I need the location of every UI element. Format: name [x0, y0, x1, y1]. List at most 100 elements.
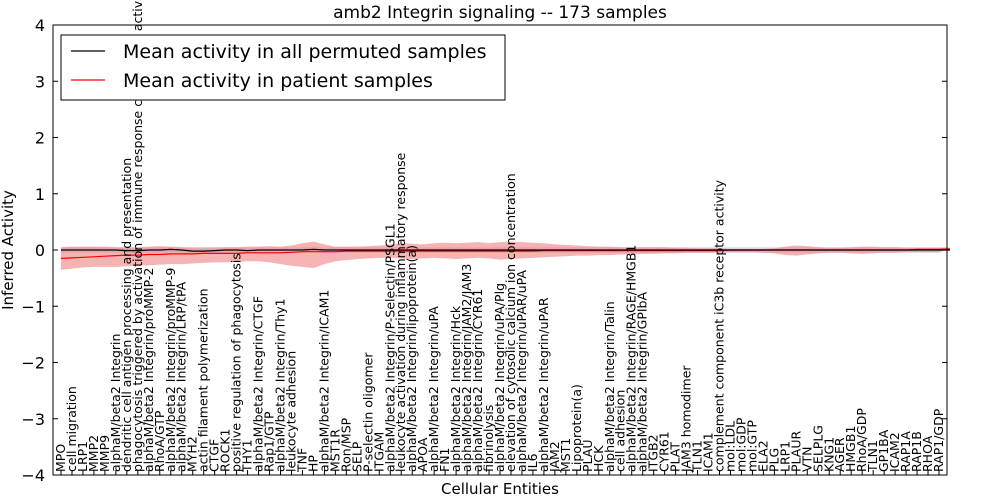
- x-axis-label: Cellular Entities: [441, 480, 559, 498]
- x-tick-label: LRP1: [777, 441, 792, 472]
- x-tick-label: alphaM/beta2 Integrin/RAGE/HMGB1: [624, 245, 639, 472]
- y-axis-label: Inferred Activity: [0, 190, 17, 310]
- permuted-mean-line: [61, 248, 950, 252]
- x-tick-label: alphaM/beta2 Integrin/CTGF: [251, 296, 266, 472]
- y-axis: −4 −3 −2 −1 0 1 2 3 4: [21, 16, 947, 485]
- x-tick-label: alphaM/beta2 Integrin/GPIbA: [635, 292, 650, 472]
- y-tick-label: 2: [35, 129, 45, 148]
- x-tick-label: APOA: [415, 437, 430, 472]
- x-tick-label: JAM3 homodimer: [679, 365, 694, 473]
- x-tick-label: Lipoprotein(a): [569, 384, 584, 472]
- x-tick-label: KNG1: [821, 437, 836, 472]
- x-tick-label: mol:LDL: [723, 421, 738, 472]
- x-tick-label: CYR61: [657, 431, 672, 472]
- x-tick-label: mol:GDP: [734, 417, 749, 472]
- x-tick-label: alphaM/beta2 Integrin/JAM2/JAM3: [459, 264, 474, 472]
- x-tick-label: P-selectin oligomer: [360, 352, 375, 472]
- legend-label-permuted: Mean activity in all permuted samples: [123, 41, 486, 63]
- legend-label-patient: Mean activity in patient samples: [123, 70, 433, 92]
- x-tick-label: alphaM/beta2 Integrin/proMMP-2: [141, 268, 156, 472]
- x-tick-label: complement component iC3b receptor activ…: [712, 179, 727, 472]
- x-tick-label: Rap1/GTP: [262, 411, 277, 472]
- x-tick-label: MMP9: [97, 435, 112, 472]
- x-tick-label: ITGAM: [371, 432, 386, 472]
- x-tick-label: PLAUR: [788, 431, 803, 472]
- x-tick-label: RAP1B: [909, 431, 924, 472]
- x-tick-label: mol:GTP: [744, 420, 759, 472]
- x-tick-label: leukocyte activation during inflammatory…: [393, 152, 408, 472]
- x-tick-label: alphaM/beta2 Integrin/CYR61: [470, 289, 485, 472]
- x-tick-label: JAM2: [547, 441, 562, 473]
- x-tick-label: MST1: [558, 438, 573, 472]
- y-tick-label: −1: [21, 297, 45, 316]
- x-tick-label: RhoA/GDP: [854, 408, 869, 472]
- y-tick-label: −2: [21, 354, 45, 373]
- x-tick-label: alphaM/beta2 Integrin: [108, 334, 123, 472]
- x-tick-label: HP: [305, 455, 320, 472]
- x-tick-label: ITGB2: [646, 434, 661, 472]
- x-tick-label: TLN1: [865, 440, 880, 473]
- chart-title: amb2 Integrin signaling -- 173 samples: [333, 3, 667, 23]
- x-tick-label: MPO: [53, 444, 68, 472]
- x-tick-label: PLAT: [668, 442, 683, 472]
- x-tick-label: SELP: [349, 441, 364, 472]
- y-tick-label: −4: [21, 466, 45, 485]
- x-tick-label: IL6: [525, 453, 540, 472]
- patient-band: [61, 241, 950, 270]
- x-tick-label: ICAM1: [701, 432, 716, 472]
- x-tick-label: alphaM/beta2 Integrin/proMMP-9: [163, 268, 178, 472]
- x-tick-label: actin filament polymerization: [196, 288, 211, 472]
- x-tick-label: alphaM/beta2 Integrin/uPA/Plg: [492, 283, 507, 472]
- x-tick-label: FN1: [437, 448, 452, 473]
- x-tick-label: HMGB1: [843, 426, 858, 472]
- y-tick-label: −3: [21, 410, 45, 429]
- x-tick-label: alphaM/beta2 Integrin/Talin: [602, 301, 617, 472]
- y-tick-label: 3: [35, 72, 45, 91]
- x-tick-label: AGER: [832, 437, 847, 472]
- y-tick-label: 4: [35, 16, 45, 35]
- x-tick-label: alphaM/beta2 Integrin/Thy1: [273, 298, 288, 472]
- x-tick-label: ELA2: [755, 440, 770, 472]
- legend: Mean activity in all permuted samples Me…: [60, 34, 506, 101]
- x-tick-label: alphaM/beta2 Integrin/Hck: [448, 305, 463, 472]
- series-lines: [60, 248, 951, 259]
- x-tick-label: RhoA/GTP: [152, 410, 167, 472]
- x-tick-label: positive regulation of phagocytosis: [229, 253, 244, 472]
- x-tick-label: cell migration: [64, 386, 79, 472]
- x-tick-label: VTN: [799, 446, 814, 472]
- x-tick-label: alphaM/beta2 Integrin/LRP/tPA: [174, 281, 189, 472]
- x-tick-label: HCK: [591, 445, 606, 472]
- x-tick-label: SELPLG: [810, 425, 825, 472]
- x-tick-label: ICAM2: [887, 432, 902, 472]
- x-tick-label: alphaM/beta2 Integrin/uPA: [426, 306, 441, 472]
- x-tick-label: alphaM/beta2 Integrin/uPAR/uPA: [514, 270, 529, 472]
- x-tick-label: TLN1: [690, 440, 705, 473]
- x-tick-label: alphaM/beta2 Integrin/lipoprotein(a): [404, 245, 419, 472]
- legend-box: [60, 34, 506, 101]
- x-tick-label: alphaM/beta2 Integrin/uPAR: [536, 297, 551, 472]
- x-tick-label: fibrinolysis: [481, 405, 496, 472]
- x-tick-label: THY1: [240, 439, 255, 473]
- x-tick-label: RAP1/GDP: [931, 408, 946, 472]
- x-tick-label: Ron/MSP: [338, 417, 353, 472]
- x-tick-label: dendritic cell antigen processing and pr…: [119, 158, 134, 472]
- x-tick-label: cell adhesion: [613, 390, 628, 472]
- x-tick-label: leukocyte adhesion: [284, 351, 299, 472]
- x-tick-label: alphaM/beta2 Integrin/ICAM1: [316, 290, 331, 472]
- x-tick-label: RHOA: [920, 435, 935, 472]
- x-tick-label: CTGF: [207, 439, 222, 472]
- x-tick-label: alphaM/beta2 Integrin/P-Selectin/PSGL1: [382, 223, 397, 472]
- x-tick-label: MYH2: [185, 436, 200, 472]
- x-tick-label: LRP1: [75, 441, 90, 472]
- y-tick-label: 0: [35, 241, 45, 260]
- x-tick-label: GP1BA: [876, 429, 891, 472]
- x-tick-label: PLG: [766, 448, 781, 472]
- x-tick-label: RAP1A: [898, 431, 913, 472]
- x-tick-label: MST1R: [327, 429, 342, 472]
- x-tick-label: TNF: [294, 448, 309, 473]
- x-tick-label: PLAU: [580, 440, 595, 473]
- y-tick-label: 1: [35, 185, 45, 204]
- x-tick-label: MMP2: [86, 435, 101, 472]
